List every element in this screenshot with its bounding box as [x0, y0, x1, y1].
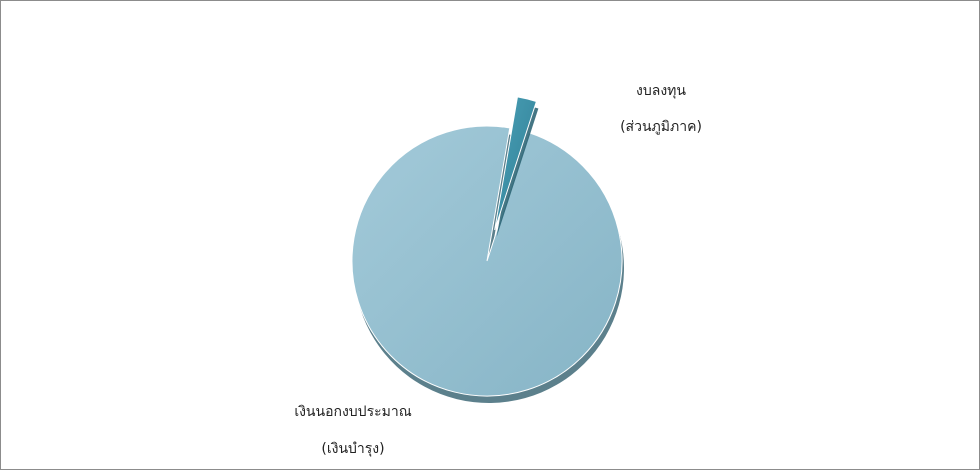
slice-label-capital-budget: งบลงทุน (ส่วนภูมิภาค) — [591, 84, 731, 134]
pie-slice-capital-budget-shadow — [496, 103, 539, 237]
slice-label-line: งบลงทุน — [636, 83, 686, 99]
pie-slice-off-budget — [351, 125, 623, 397]
slice-label-line: (เงินบำรุง) — [321, 441, 385, 457]
pie-slice-capital-budget — [494, 96, 538, 231]
slice-label-line: เงินนอกงบประมาณ — [294, 404, 412, 420]
slice-label-off-budget: เงินนอกงบประมาณ (เงินบำรุง) — [263, 405, 443, 456]
slice-label-line: (ส่วนภูมิภาค) — [620, 119, 702, 135]
